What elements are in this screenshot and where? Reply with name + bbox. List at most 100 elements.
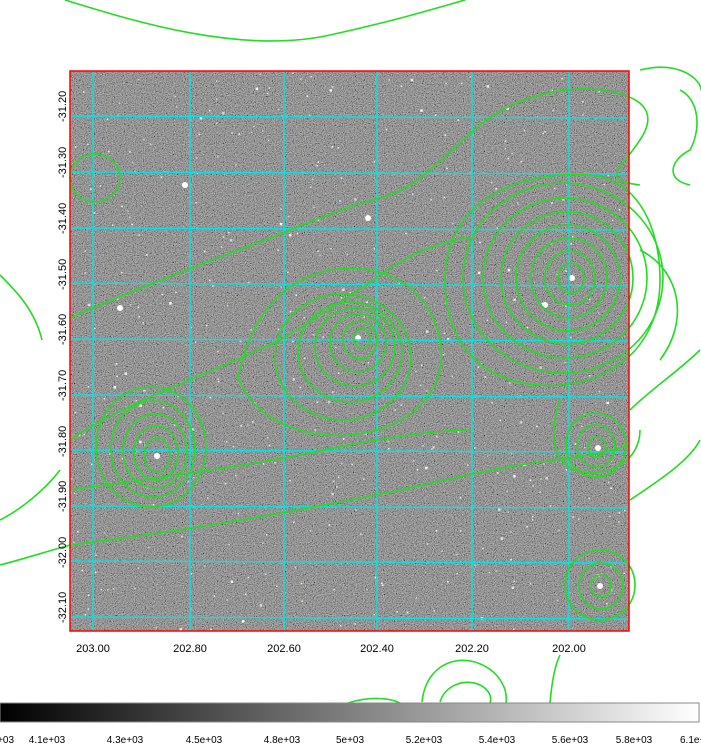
star-point — [217, 380, 220, 383]
contour-line — [565, 412, 627, 478]
star-point — [331, 493, 334, 496]
star-point — [484, 376, 487, 378]
star-point — [354, 623, 356, 625]
star-point — [308, 114, 311, 116]
star-point — [510, 558, 512, 561]
sky-image[interactable] — [70, 71, 629, 632]
colorbar-gradient[interactable] — [0, 702, 700, 723]
star-point — [506, 490, 508, 492]
star-point — [426, 543, 429, 545]
star-point — [268, 87, 271, 89]
star-point — [87, 143, 89, 146]
star-point — [84, 250, 87, 252]
star-point — [196, 157, 198, 159]
star-point — [339, 200, 341, 202]
dec-grid-line — [69, 449, 630, 453]
contour-line — [587, 436, 607, 458]
dec-grid-line — [69, 171, 630, 175]
contour-line — [515, 224, 621, 332]
star-point — [190, 573, 193, 575]
colorbar-tick-label: 4.5e+03 — [186, 735, 223, 746]
bright-source — [597, 583, 603, 589]
star-point — [275, 585, 278, 587]
star-point — [434, 114, 437, 116]
bright-source — [569, 275, 575, 281]
star-point — [597, 312, 600, 314]
star-point — [550, 243, 553, 245]
star-point — [238, 133, 240, 135]
star-point — [87, 608, 89, 610]
dec-grid-line — [69, 227, 630, 231]
star-point — [117, 114, 119, 117]
star-point — [148, 546, 150, 549]
star-point — [565, 305, 567, 307]
star-point — [478, 271, 481, 275]
star-point — [299, 386, 301, 389]
star-point — [310, 186, 312, 188]
dec-grid-line — [69, 616, 630, 620]
star-point — [562, 199, 564, 201]
star-point — [267, 437, 269, 439]
colorbar[interactable] — [0, 702, 700, 723]
star-point — [556, 273, 558, 276]
star-point — [331, 86, 334, 88]
star-point — [301, 600, 303, 602]
star-point — [240, 425, 242, 427]
star-point — [405, 232, 407, 235]
star-point — [355, 509, 357, 511]
star-point — [536, 425, 538, 427]
contour-line — [462, 182, 664, 374]
star-point — [618, 521, 620, 523]
star-point — [510, 452, 513, 455]
star-point — [430, 199, 432, 201]
star-point — [99, 185, 102, 187]
star-point — [510, 531, 512, 533]
star-point — [292, 340, 294, 343]
star-point — [467, 464, 469, 466]
star-point — [457, 119, 459, 121]
star-point — [93, 212, 95, 214]
contour-line — [482, 197, 648, 359]
star-point — [516, 202, 519, 204]
ra-tick-label: 203.00 — [76, 643, 110, 655]
star-point — [210, 628, 212, 631]
contour-line — [122, 413, 188, 489]
star-point — [456, 572, 458, 575]
star-point — [416, 468, 419, 471]
star-point — [531, 519, 534, 521]
star-point — [74, 146, 77, 148]
star-point — [360, 533, 362, 535]
dec-tick-label: -31.40 — [57, 203, 69, 234]
star-point — [531, 515, 534, 518]
star-point — [215, 98, 218, 100]
bright-source — [182, 182, 188, 188]
star-point — [300, 78, 302, 80]
star-point — [335, 346, 337, 349]
ra-tick-label: 202.60 — [267, 643, 301, 655]
star-point — [94, 327, 96, 330]
star-point — [406, 611, 409, 614]
star-point — [194, 341, 197, 343]
star-point — [412, 193, 414, 195]
star-point — [74, 411, 76, 414]
star-point — [267, 139, 270, 142]
star-point — [381, 582, 383, 585]
star-point — [312, 333, 315, 336]
contour-line — [133, 425, 179, 481]
star-point — [606, 401, 609, 405]
star-point — [606, 602, 608, 605]
star-point — [137, 306, 140, 309]
star-point — [206, 324, 208, 327]
star-point — [289, 479, 291, 482]
star-point — [217, 378, 219, 380]
contour-line — [353, 327, 371, 349]
contour-line — [578, 562, 624, 610]
star-point — [564, 361, 567, 363]
star-point — [103, 397, 106, 400]
star-point — [195, 202, 197, 204]
star-point — [507, 511, 509, 513]
star-point — [598, 90, 600, 93]
star-point — [610, 588, 613, 592]
star-point — [574, 443, 577, 445]
